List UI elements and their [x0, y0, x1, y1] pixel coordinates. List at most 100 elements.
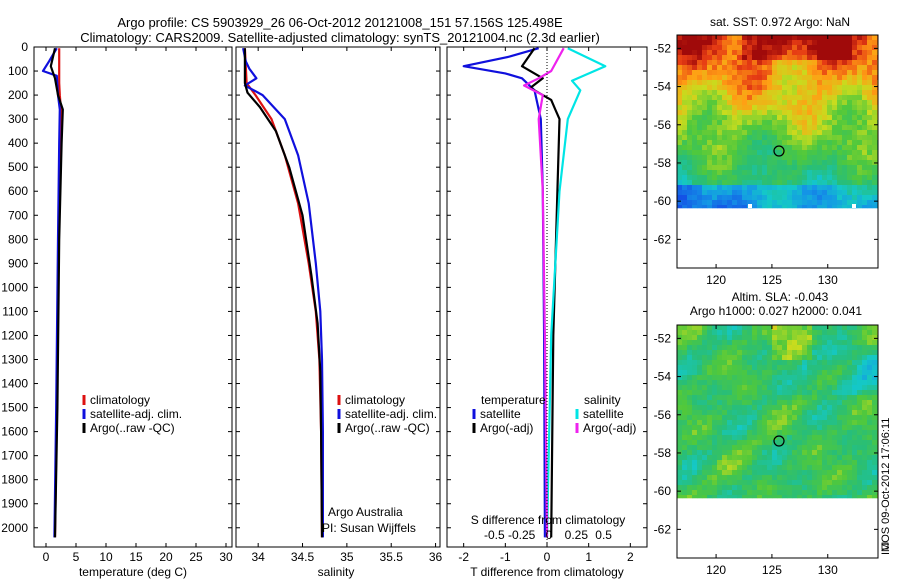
sst-cell	[702, 195, 708, 201]
sst-cell	[702, 80, 708, 86]
sla-cell	[817, 330, 823, 336]
sst-cell	[717, 205, 723, 209]
sst-cell	[832, 110, 838, 116]
sst-cell	[682, 150, 688, 156]
sst-cell	[782, 155, 788, 161]
sla-cell	[697, 405, 703, 411]
sla-cell	[842, 395, 848, 401]
sla-cell	[742, 465, 748, 471]
sst-cell	[727, 160, 733, 166]
sla-cell	[797, 410, 803, 416]
sst-cell	[677, 40, 683, 46]
sla-cell	[847, 440, 853, 446]
sla-cell	[752, 495, 758, 499]
sla-cell	[742, 450, 748, 456]
sst-cell	[742, 65, 748, 71]
sst-cell	[767, 40, 773, 46]
sla-cell	[822, 335, 828, 341]
sla-cell	[822, 365, 828, 371]
sla-cell	[817, 360, 823, 366]
sst-cell	[702, 190, 708, 196]
sla-cell	[767, 465, 773, 471]
sst-cell	[742, 140, 748, 146]
sst-cell	[852, 85, 858, 91]
sla-cell	[757, 480, 763, 486]
sla-cell	[782, 345, 788, 351]
sst-cell	[682, 170, 688, 176]
sst-cell	[697, 100, 703, 106]
sst-cell	[772, 60, 778, 66]
sla-cell	[827, 465, 833, 471]
sst-cell	[862, 95, 868, 101]
sst-cell	[842, 185, 848, 191]
sst-cell	[852, 140, 858, 146]
sst-cell	[857, 165, 863, 171]
sla-cell	[872, 480, 878, 486]
sla-cell	[722, 395, 728, 401]
sst-cell	[862, 170, 868, 176]
sla-cell	[772, 485, 778, 491]
sla-cell	[747, 435, 753, 441]
sst-cell	[767, 105, 773, 111]
sst-cell	[812, 55, 818, 61]
sla-cell	[842, 325, 848, 331]
sla-cell	[782, 465, 788, 471]
sst-cell	[867, 150, 873, 156]
sst-cell	[827, 90, 833, 96]
sla-cell	[702, 335, 708, 341]
sst-cell	[722, 50, 728, 56]
sla-cell	[722, 435, 728, 441]
sla-cell	[722, 350, 728, 356]
sla-cell	[707, 475, 713, 481]
sst-cell	[867, 100, 873, 106]
sst-cell	[767, 80, 773, 86]
sst-cell	[727, 60, 733, 66]
sst-cell	[787, 70, 793, 76]
sst-cell	[692, 35, 698, 41]
sla-cell	[832, 490, 838, 496]
sst-cell	[837, 35, 843, 41]
sla-cell	[802, 360, 808, 366]
sla-cell	[697, 340, 703, 346]
sst-cell	[792, 125, 798, 131]
sla-cell	[867, 495, 873, 499]
sst-cell	[687, 35, 693, 41]
sla-cell	[842, 400, 848, 406]
sla-cell	[737, 460, 743, 466]
sst-cell	[732, 50, 738, 56]
sst-cell	[762, 140, 768, 146]
sst-cell	[807, 120, 813, 126]
sst-cell	[797, 35, 803, 41]
sla-cell	[797, 460, 803, 466]
sla-cell	[817, 480, 823, 486]
sst-cell	[687, 135, 693, 141]
sst-cell	[737, 155, 743, 161]
sst-cell	[697, 145, 703, 151]
sla-cell	[767, 365, 773, 371]
sst-cell	[707, 125, 713, 131]
sst-cell	[837, 205, 843, 209]
temperature-xtick-label: 0	[43, 550, 50, 564]
sla-cell	[777, 430, 783, 436]
temperature-legend-label: Argo(..raw -QC)	[90, 421, 175, 435]
sst-cell	[677, 100, 683, 106]
sst-cell	[797, 150, 803, 156]
sst-cell	[772, 195, 778, 201]
sla-cell	[677, 410, 683, 416]
sst-cell	[782, 140, 788, 146]
sst-cell	[737, 190, 743, 196]
sst-cell	[737, 180, 743, 186]
sst-cell	[717, 155, 723, 161]
sst-cell	[822, 100, 828, 106]
sst-cell	[822, 110, 828, 116]
sla-cell	[692, 330, 698, 336]
sst-cell	[787, 80, 793, 86]
sst-cell	[797, 50, 803, 56]
sla-cell	[862, 390, 868, 396]
sla-cell	[772, 385, 778, 391]
sst-cell	[822, 130, 828, 136]
sla-cell	[837, 395, 843, 401]
sst-cell	[752, 85, 758, 91]
sla-cell	[752, 350, 758, 356]
sst-cell	[797, 85, 803, 91]
